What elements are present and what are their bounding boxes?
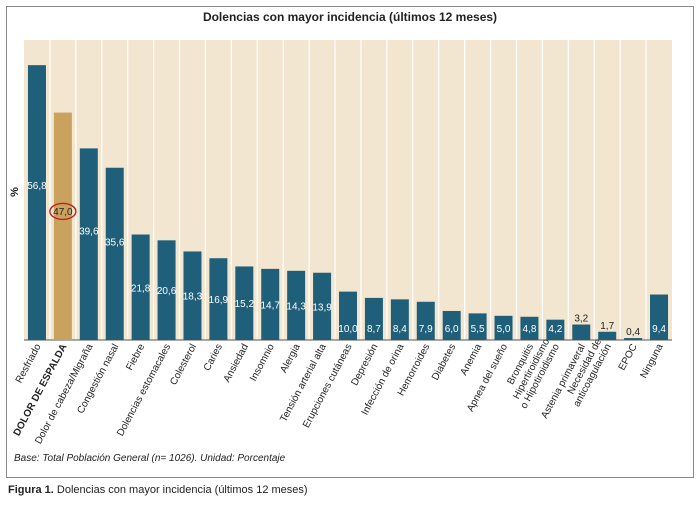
bar-value-label: 56,8 bbox=[27, 181, 47, 192]
bar bbox=[79, 148, 98, 340]
bar bbox=[261, 268, 280, 340]
bar-value-label: 1,7 bbox=[600, 321, 614, 332]
bar bbox=[650, 294, 669, 340]
bar bbox=[53, 112, 72, 340]
bar bbox=[209, 258, 228, 340]
bar-value-label: 13,9 bbox=[312, 302, 332, 313]
bar-value-label: 3,2 bbox=[574, 314, 588, 325]
bar-value-label: 4,2 bbox=[548, 324, 562, 335]
chart-footnote: Base: Total Población General (n= 1026).… bbox=[14, 453, 286, 464]
bar-value-label: 21,8 bbox=[131, 283, 151, 294]
bar-value-label: 35,6 bbox=[105, 237, 125, 248]
bar-value-label: 14,3 bbox=[286, 301, 306, 312]
x-tick-label: Fiebre bbox=[124, 342, 147, 373]
x-tick-label: Anemia bbox=[459, 342, 485, 377]
chart-title: Dolencias con mayor incidencia (últimos … bbox=[202, 10, 498, 24]
bar-value-label: 5,0 bbox=[497, 324, 511, 335]
bar bbox=[494, 315, 513, 340]
bar bbox=[339, 291, 357, 340]
x-tick-label: Alergia bbox=[278, 342, 303, 375]
x-tick-label: EPOC bbox=[617, 342, 640, 372]
x-tick-label: Diabetes bbox=[430, 342, 458, 382]
bar bbox=[27, 65, 46, 341]
bar bbox=[364, 297, 383, 340]
figure-caption: Figura 1. Dolencias con mayor incidencia… bbox=[8, 484, 308, 496]
x-tick-label: Insomnio bbox=[248, 342, 277, 383]
bar-value-label: 18,3 bbox=[183, 292, 203, 303]
bar bbox=[131, 234, 150, 340]
bar-value-label: 8,7 bbox=[367, 324, 381, 335]
x-tick-label: Erupciones cutáneas bbox=[301, 342, 355, 430]
bar-value-label: 20,6 bbox=[157, 286, 177, 297]
bar bbox=[442, 310, 461, 340]
x-tick-label: Caries bbox=[202, 342, 225, 373]
bar-value-label: 15,2 bbox=[235, 299, 255, 310]
bar bbox=[546, 319, 565, 340]
bar bbox=[390, 299, 409, 340]
bar-value-label: 9,4 bbox=[652, 324, 666, 335]
bar bbox=[598, 331, 617, 340]
bar bbox=[624, 338, 643, 340]
bar-value-label: 39,6 bbox=[79, 227, 99, 238]
bar-value-label: 8,4 bbox=[393, 324, 407, 335]
highlight-circle bbox=[49, 202, 77, 221]
bar-value-label: 10,0 bbox=[338, 324, 358, 335]
x-tick-label: Ansiedad bbox=[222, 342, 251, 384]
figure-caption-text: Dolencias con mayor incidencia (últimos … bbox=[56, 484, 308, 496]
x-tick-label: Dolencias estomacales bbox=[115, 342, 173, 438]
x-tick-label: Resfriado bbox=[14, 342, 44, 385]
figure-caption-label: Figura 1. bbox=[8, 484, 54, 496]
bar-value-label: 47,0 bbox=[53, 207, 73, 218]
bar-value-label: 14,7 bbox=[261, 300, 281, 311]
bar bbox=[157, 240, 176, 340]
bar-value-label: 4,8 bbox=[522, 324, 536, 335]
bar bbox=[416, 301, 435, 340]
bar bbox=[183, 251, 202, 340]
bar bbox=[313, 272, 332, 340]
bar-value-label: 0,4 bbox=[626, 327, 640, 338]
bar bbox=[520, 316, 539, 340]
bar-value-label: 16,9 bbox=[209, 295, 229, 306]
bar-value-label: 5,5 bbox=[471, 324, 485, 335]
bar bbox=[235, 266, 254, 340]
bar-value-label: 6,0 bbox=[445, 324, 459, 335]
bar bbox=[287, 270, 306, 340]
x-tick-label: Colesterol bbox=[168, 342, 199, 387]
y-axis-label: % bbox=[9, 187, 21, 197]
bar bbox=[468, 313, 487, 340]
x-tick-label: Ninguna bbox=[638, 342, 665, 380]
bar-value-label: 7,9 bbox=[419, 324, 433, 335]
bar bbox=[572, 324, 591, 340]
bar bbox=[105, 167, 124, 340]
